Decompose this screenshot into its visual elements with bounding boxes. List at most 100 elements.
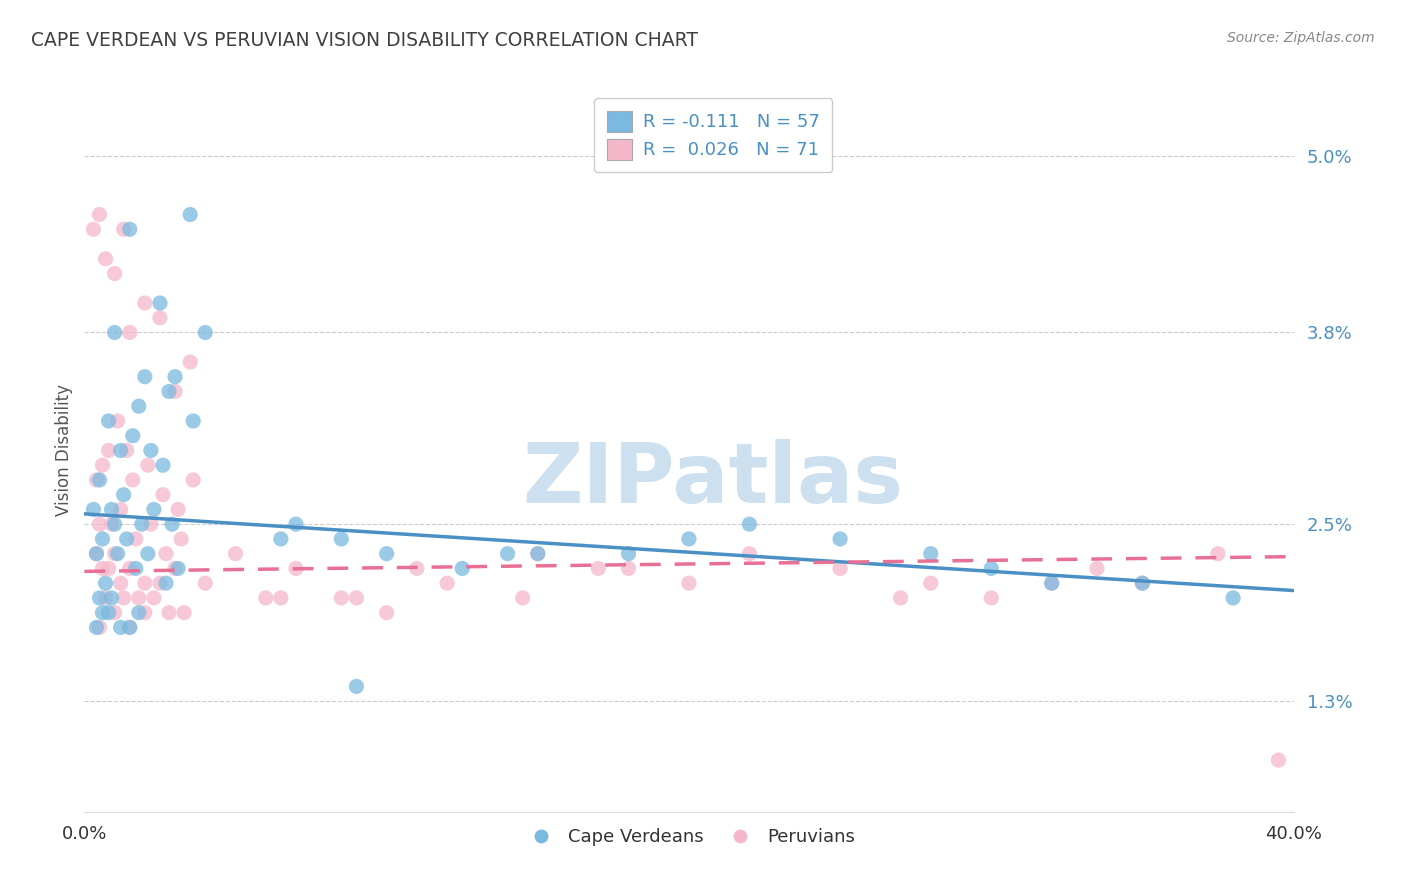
Point <box>678 532 700 546</box>
Point <box>112 488 135 502</box>
Point <box>112 591 135 605</box>
Point <box>1132 576 1154 591</box>
Point <box>97 561 120 575</box>
Point <box>157 606 180 620</box>
Point <box>134 296 156 310</box>
Point <box>920 576 942 591</box>
Point <box>346 591 368 605</box>
Point <box>91 458 114 473</box>
Point <box>375 606 398 620</box>
Point <box>89 620 111 634</box>
Point <box>617 547 640 561</box>
Point <box>436 576 458 591</box>
Point <box>104 547 127 561</box>
Point <box>91 532 114 546</box>
Point <box>136 458 159 473</box>
Point <box>112 222 135 236</box>
Point <box>165 369 187 384</box>
Point <box>94 576 117 591</box>
Point <box>285 517 308 532</box>
Point <box>100 502 122 516</box>
Point <box>496 547 519 561</box>
Point <box>155 547 177 561</box>
Point <box>980 561 1002 575</box>
Point <box>139 517 162 532</box>
Point <box>152 458 174 473</box>
Point <box>86 620 108 634</box>
Point <box>157 384 180 399</box>
Point <box>100 517 122 532</box>
Point <box>142 591 165 605</box>
Point <box>375 547 398 561</box>
Text: Source: ZipAtlas.com: Source: ZipAtlas.com <box>1227 31 1375 45</box>
Point <box>97 443 120 458</box>
Point <box>167 561 190 575</box>
Point <box>285 561 308 575</box>
Point <box>115 532 138 546</box>
Point <box>920 547 942 561</box>
Point <box>110 502 132 516</box>
Point <box>1085 561 1108 575</box>
Point <box>179 208 201 222</box>
Point <box>89 473 111 487</box>
Point <box>194 576 217 591</box>
Point <box>155 576 177 591</box>
Point <box>134 576 156 591</box>
Point <box>104 517 127 532</box>
Point <box>270 591 292 605</box>
Point <box>118 326 141 340</box>
Point <box>142 502 165 516</box>
Point <box>1222 591 1244 605</box>
Point <box>527 547 550 561</box>
Point <box>91 606 114 620</box>
Point <box>165 384 187 399</box>
Point <box>89 517 111 532</box>
Point <box>118 561 141 575</box>
Y-axis label: Vision Disability: Vision Disability <box>55 384 73 516</box>
Point <box>118 222 141 236</box>
Point <box>167 502 190 516</box>
Point <box>121 473 143 487</box>
Point <box>97 606 120 620</box>
Point <box>86 547 108 561</box>
Point <box>91 561 114 575</box>
Point <box>1206 547 1229 561</box>
Point <box>270 532 292 546</box>
Point <box>617 561 640 575</box>
Point <box>110 443 132 458</box>
Point <box>125 561 148 575</box>
Point <box>104 267 127 281</box>
Point <box>128 399 150 413</box>
Point <box>134 606 156 620</box>
Point <box>179 355 201 369</box>
Point <box>136 547 159 561</box>
Point <box>194 326 217 340</box>
Point <box>104 606 127 620</box>
Point <box>125 532 148 546</box>
Point <box>330 532 353 546</box>
Point <box>107 547 129 561</box>
Point <box>451 561 474 575</box>
Point <box>165 561 187 575</box>
Point <box>121 428 143 442</box>
Point <box>152 488 174 502</box>
Point <box>128 591 150 605</box>
Point <box>830 561 852 575</box>
Point <box>890 591 912 605</box>
Point <box>830 532 852 546</box>
Point <box>110 620 132 634</box>
Point <box>980 591 1002 605</box>
Legend: Cape Verdeans, Peruvians: Cape Verdeans, Peruvians <box>516 821 862 854</box>
Point <box>1132 576 1154 591</box>
Point <box>678 576 700 591</box>
Text: CAPE VERDEAN VS PERUVIAN VISION DISABILITY CORRELATION CHART: CAPE VERDEAN VS PERUVIAN VISION DISABILI… <box>31 31 697 50</box>
Point <box>225 547 247 561</box>
Point <box>97 414 120 428</box>
Point <box>181 473 204 487</box>
Point <box>86 547 108 561</box>
Point <box>128 606 150 620</box>
Point <box>89 591 111 605</box>
Point <box>82 222 104 236</box>
Point <box>173 606 195 620</box>
Point <box>115 443 138 458</box>
